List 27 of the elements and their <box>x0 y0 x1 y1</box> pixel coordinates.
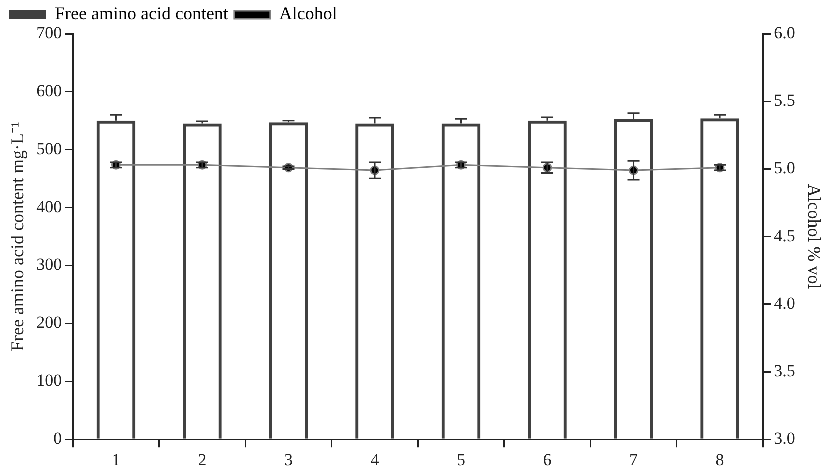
x-tick-label: 4 <box>370 450 380 470</box>
y-tick-label: 600 <box>36 81 62 100</box>
y2-axis-title: Alcohol % vol <box>804 184 824 290</box>
y-tick-label: 200 <box>36 313 62 332</box>
y-tick-label: 400 <box>36 197 62 216</box>
legend-label: Alcohol <box>279 4 338 24</box>
y2-tick-label: 4.5 <box>774 226 796 246</box>
y2-tick-label: 3.0 <box>774 429 796 448</box>
x-tick-label: 2 <box>198 450 207 470</box>
legend-label: Free amino acid content <box>55 4 228 24</box>
x-tick-label: 3 <box>284 450 293 470</box>
y-tick-label: 100 <box>36 371 62 390</box>
x-tick-label: 1 <box>112 450 120 470</box>
y2-tick-label: 4.0 <box>774 294 796 313</box>
y-tick-label: 300 <box>36 255 62 274</box>
y-tick-label: 0 <box>54 429 62 448</box>
x-tick-label: 5 <box>457 450 466 470</box>
y2-tick-label: 5.0 <box>774 158 796 178</box>
y2-tick-label: 5.5 <box>774 91 796 110</box>
y-tick-label: 700 <box>36 23 62 42</box>
y-axis-title: Free amino acid content mg·L⁻¹ <box>8 122 28 352</box>
x-tick-label: 8 <box>716 450 724 470</box>
x-tick-label: 6 <box>543 450 552 470</box>
y2-tick-label: 3.5 <box>774 361 796 380</box>
y2-tick-label: 6.0 <box>774 23 796 42</box>
y-tick-label: 500 <box>36 139 62 158</box>
x-tick-label: 7 <box>630 450 639 470</box>
